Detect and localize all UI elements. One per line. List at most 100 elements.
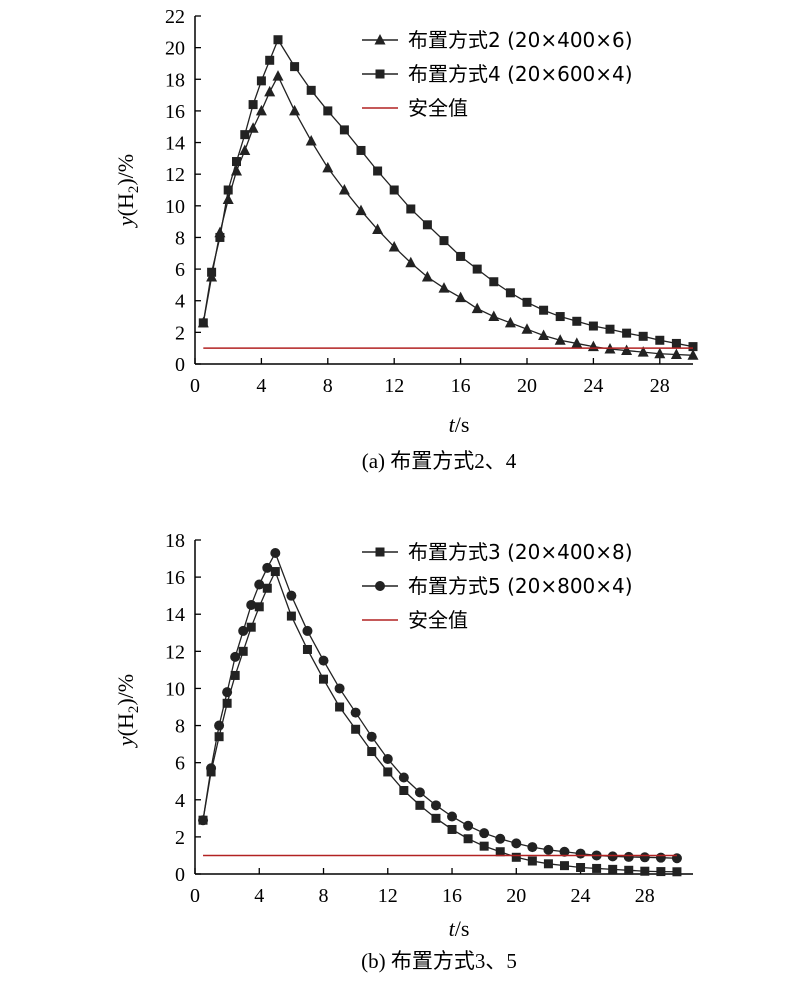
x-tick-label: 0 (190, 375, 200, 397)
data-point (479, 841, 489, 851)
y-axis-title: y(H2)/% (113, 674, 142, 748)
data-point (222, 193, 234, 204)
data-point (265, 55, 275, 65)
y-tick-label: 12 (165, 641, 185, 663)
x-tick-label: 16 (442, 885, 462, 907)
y-tick-label: 4 (175, 790, 185, 812)
data-point (455, 291, 467, 303)
data-point (538, 329, 550, 341)
data-point (254, 602, 264, 612)
data-point (339, 125, 349, 135)
data-point (592, 863, 602, 873)
data-point (439, 236, 449, 246)
y-tick-label: 8 (175, 716, 185, 738)
x-tick-label: 12 (378, 885, 398, 907)
data-point (399, 786, 409, 795)
data-point (447, 811, 458, 822)
chart-caption: (b) 布置方式3、5 (361, 949, 517, 973)
data-point (414, 787, 425, 798)
data-point (539, 305, 549, 315)
y-tick-label: 2 (175, 827, 185, 849)
legend-label: 布置方式4 (20×600×4) (408, 62, 633, 86)
y-tick-label: 4 (175, 291, 185, 313)
x-axis-var: t (449, 916, 456, 941)
data-point (505, 288, 515, 298)
data-point (495, 833, 506, 844)
y-tick-label: 0 (175, 864, 185, 886)
chart-caption: (a) 布置方式2、4 (362, 449, 517, 473)
y-axis-paren: (H (113, 713, 138, 736)
data-point (543, 859, 553, 869)
data-point (608, 864, 618, 874)
data-point (230, 670, 240, 680)
data-point (247, 122, 259, 133)
series-line (202, 551, 677, 859)
data-point (521, 323, 533, 334)
data-point (622, 328, 632, 338)
data-point (447, 824, 457, 834)
data-point (206, 763, 217, 774)
legend-entry: 安全值 (362, 608, 468, 632)
data-point (511, 838, 522, 849)
data-point (319, 674, 329, 684)
data-point (607, 851, 618, 862)
y-tick-label: 18 (165, 69, 185, 91)
data-point (382, 753, 393, 764)
x-tick-label: 0 (190, 885, 200, 907)
legend-entry: 布置方式4 (20×600×4) (362, 62, 633, 86)
data-point (571, 337, 583, 348)
x-tick-label: 4 (254, 885, 264, 907)
data-point (248, 100, 258, 110)
data-point (305, 134, 317, 146)
y-tick-label: 8 (175, 227, 185, 249)
y-tick-label: 0 (175, 354, 185, 376)
data-point (638, 331, 648, 341)
data-point (323, 106, 333, 116)
y-tick-label: 10 (165, 196, 185, 218)
legend-marker (374, 34, 386, 45)
data-point (463, 834, 473, 844)
y-tick-label: 6 (175, 753, 185, 775)
data-point (559, 846, 570, 857)
x-tick-label: 12 (384, 375, 404, 397)
y-tick-label: 22 (165, 6, 185, 28)
data-point (350, 707, 361, 718)
data-point (367, 747, 377, 757)
data-point (214, 732, 224, 742)
data-point (623, 851, 634, 862)
data-point (198, 815, 209, 826)
data-point (624, 865, 634, 875)
data-point (430, 800, 441, 811)
data-point (405, 256, 417, 268)
data-point (318, 655, 329, 666)
data-point (322, 161, 334, 173)
data-point (302, 644, 312, 654)
data-point (222, 698, 232, 708)
data-point (471, 302, 483, 314)
data-point (286, 611, 296, 621)
x-tick-label: 20 (506, 885, 526, 907)
data-point (572, 316, 582, 326)
data-point (511, 852, 521, 862)
y-axis-rest: )/% (113, 154, 138, 186)
legend-label: 安全值 (408, 96, 468, 120)
y-axis-var: y (113, 216, 138, 228)
data-point (431, 813, 441, 823)
data-point (456, 251, 466, 261)
x-tick-label: 20 (517, 375, 537, 397)
data-point (383, 767, 393, 777)
y-tick-label: 14 (165, 133, 185, 155)
data-point (489, 277, 499, 287)
y-axis-title: y(H2)/% (113, 154, 142, 228)
data-point (286, 590, 297, 601)
data-point (559, 861, 569, 871)
data-point (605, 324, 615, 334)
legend-label: 布置方式2 (20×400×6) (408, 28, 633, 52)
x-axis-var: t (449, 412, 456, 437)
data-point (240, 130, 250, 140)
x-tick-label: 24 (571, 885, 591, 907)
y-tick-label: 16 (165, 101, 185, 123)
legend-label: 布置方式5 (20×800×4) (408, 574, 633, 598)
legend-marker (375, 547, 385, 557)
